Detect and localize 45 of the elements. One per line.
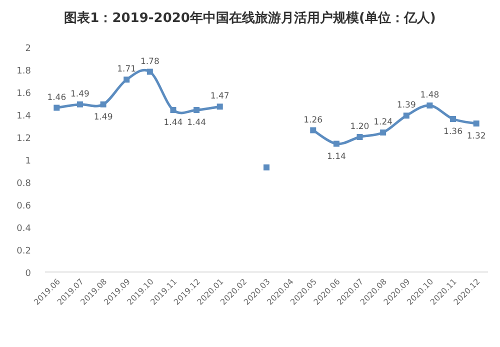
- y-tick-label: 0.8: [16, 179, 32, 189]
- y-tick-label: 1.8: [16, 66, 32, 76]
- point: [100, 101, 106, 108]
- y-tick-label: 0: [25, 269, 32, 279]
- data-label: 1.49: [94, 112, 113, 122]
- point: [333, 140, 340, 147]
- y-tick-label: 1: [25, 156, 31, 166]
- data-label: 1.49: [70, 89, 90, 100]
- point: [450, 116, 456, 122]
- point: [124, 76, 130, 83]
- point: [216, 104, 223, 110]
- data-label: 1.14: [326, 152, 346, 162]
- data-label: 1.46: [47, 92, 66, 103]
- point: [356, 134, 363, 140]
- y-tick-label: 0.4: [16, 224, 32, 234]
- point: [310, 127, 316, 134]
- point: [194, 107, 200, 113]
- y-tick-label: 0.2: [16, 246, 31, 256]
- data-label: 1.47: [210, 92, 230, 102]
- data-label: 1.44: [187, 118, 206, 128]
- point: [264, 164, 270, 170]
- point: [146, 68, 153, 75]
- point: [76, 101, 83, 108]
- data-label: 1.36: [444, 127, 462, 137]
- y-tick-label: 0.6: [16, 202, 32, 212]
- data-label: 1.24: [374, 118, 393, 128]
- data-label: 1.78: [140, 56, 160, 67]
- chart-title: 图表1：2019-2020年中国在线旅游月活用户规模(单位：亿人): [64, 10, 436, 26]
- data-label: 1.20: [350, 122, 370, 132]
- y-tick-label: 2: [25, 44, 31, 54]
- point: [54, 104, 60, 111]
- data-label: 1.71: [117, 64, 136, 75]
- point: [380, 130, 386, 136]
- data-label: 1.32: [466, 132, 486, 142]
- data-label: 1.48: [420, 90, 440, 100]
- y-tick-label: 1.4: [16, 112, 32, 122]
- point: [170, 107, 176, 113]
- y-tick-label: 1.2: [16, 134, 31, 144]
- point: [403, 112, 410, 119]
- data-label: 1.44: [164, 118, 183, 128]
- data-label: 1.39: [396, 100, 416, 111]
- y-tick-label: 1.6: [16, 89, 32, 99]
- point: [473, 120, 480, 126]
- point: [426, 102, 433, 108]
- data-label: 1.26: [304, 115, 323, 126]
